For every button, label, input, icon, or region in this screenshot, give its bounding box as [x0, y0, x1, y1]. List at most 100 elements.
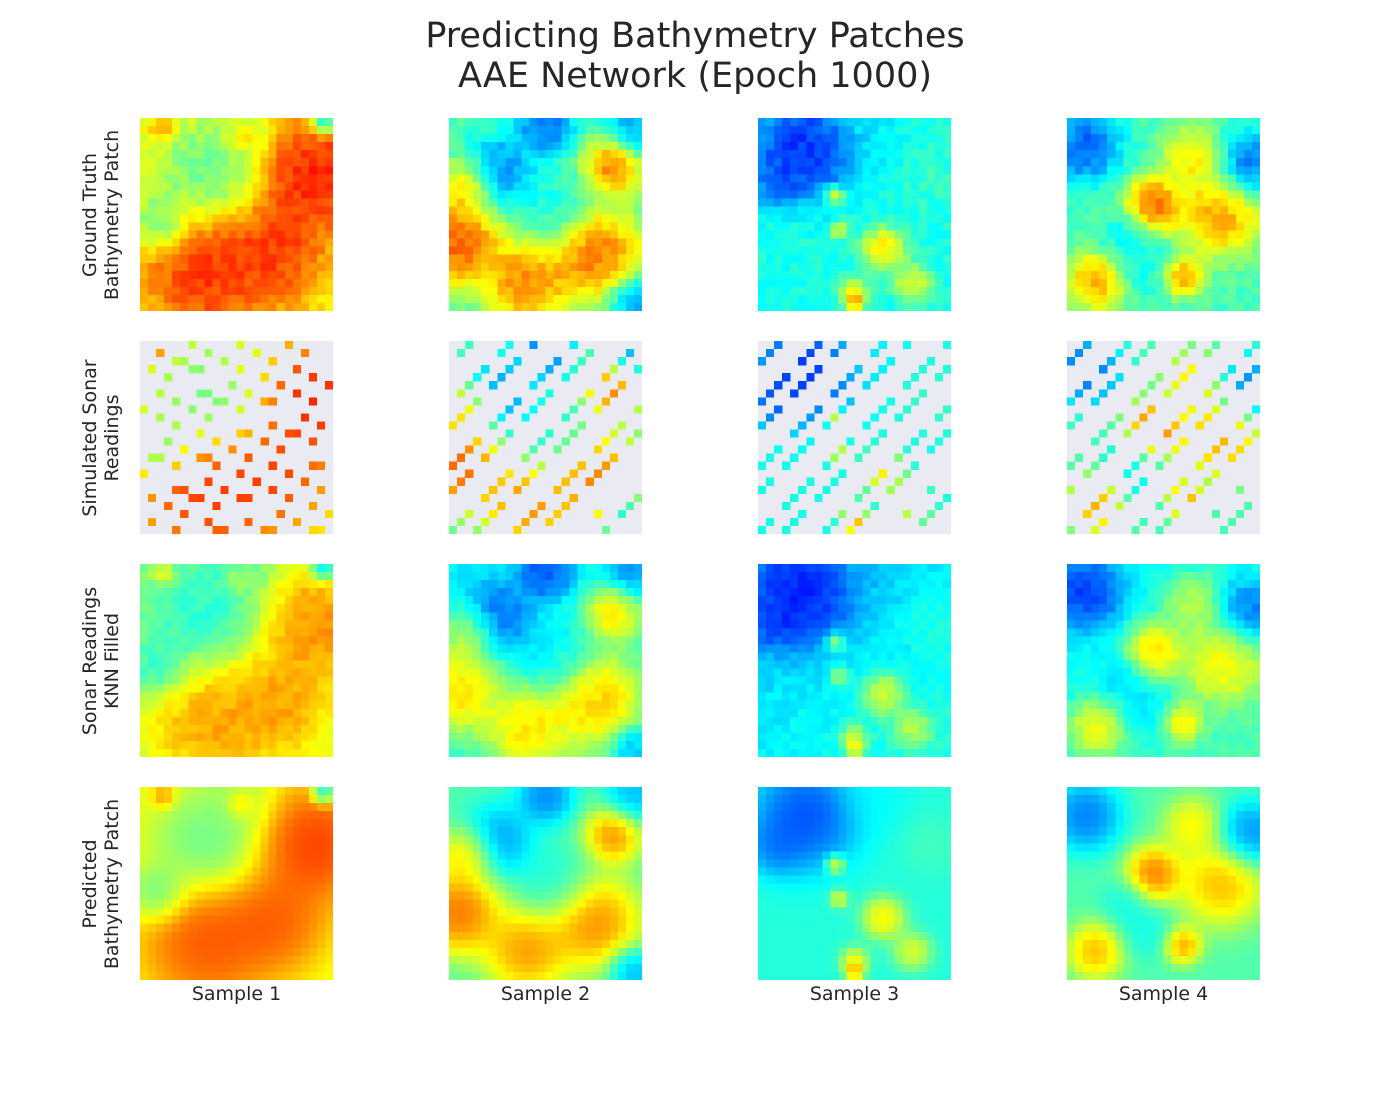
- heatmap-cell: [308, 580, 318, 589]
- heatmap-cell: [1139, 652, 1148, 661]
- heatmap-cell: [212, 126, 221, 135]
- heatmap-cell: [1251, 166, 1260, 175]
- heatmap-cell: [1099, 150, 1108, 159]
- heatmap-cell: [1195, 628, 1204, 637]
- heatmap-cell: [220, 198, 229, 207]
- heatmap-cell: [1227, 166, 1237, 175]
- heatmap-cell: [465, 270, 474, 279]
- heatmap-cell: [449, 708, 458, 717]
- heatmap-cell: [774, 700, 783, 709]
- heatmap-cell: [878, 222, 887, 231]
- heatmap-cell: [609, 572, 619, 581]
- heatmap-cell: [886, 604, 895, 613]
- heatmap-cell: [782, 676, 791, 685]
- heatmap-cell: [553, 126, 562, 135]
- heatmap-cell: [497, 190, 506, 199]
- heatmap-cell: [188, 190, 197, 199]
- heatmap-cell: [1219, 286, 1228, 296]
- heatmap-cell: [806, 349, 815, 358]
- heatmap-cell: [164, 166, 173, 175]
- heatmap-cell: [830, 278, 839, 288]
- heatmap-cell: [798, 262, 807, 271]
- heatmap-cell: [489, 644, 498, 653]
- heatmap-cell: [148, 222, 157, 231]
- heatmap-cell: [585, 254, 594, 263]
- heatmap-cell: [790, 190, 799, 199]
- heatmap-cell: [822, 684, 831, 693]
- heatmap-cell: [569, 692, 578, 701]
- heatmap-cell: [1211, 238, 1220, 247]
- heatmap-cell: [577, 286, 586, 296]
- heatmap-cell: [790, 748, 799, 757]
- heatmap-cell: [934, 286, 944, 296]
- heatmap-cell: [513, 357, 522, 366]
- heatmap-cell: [284, 740, 293, 750]
- heatmap-cell: [846, 246, 855, 255]
- heatmap-cell: [1123, 628, 1132, 637]
- heatmap-cell: [276, 262, 285, 271]
- heatmap-cell: [324, 644, 333, 653]
- heatmap-cell: [814, 166, 823, 175]
- heatmap-cell: [1251, 158, 1260, 167]
- heatmap-cell: [1091, 222, 1100, 231]
- heatmap-cell: [846, 724, 855, 734]
- heatmap-cell: [308, 270, 318, 279]
- heatmap-cell: [625, 142, 635, 151]
- heatmap-cell: [148, 198, 157, 207]
- heatmap-cell: [1171, 636, 1180, 645]
- heatmap-cell: [782, 628, 791, 637]
- heatmap-cell: [489, 302, 498, 311]
- heatmap-cell: [188, 158, 197, 167]
- heatmap-cell: [878, 668, 887, 677]
- heatmap-cell: [228, 740, 237, 750]
- heatmap-cell: [1139, 572, 1148, 581]
- heatmap-cell: [617, 684, 627, 693]
- heatmap-cell: [545, 230, 554, 239]
- heatmap-cell: [1067, 206, 1076, 215]
- heatmap-cell: [212, 270, 221, 279]
- heatmap-cell: [942, 302, 951, 311]
- heatmap-cell: [292, 732, 301, 742]
- heatmap-cell: [593, 270, 602, 279]
- heatmap-cell: [220, 254, 229, 263]
- heatmap-cell: [822, 588, 831, 597]
- heatmap-cell: [1211, 509, 1220, 519]
- heatmap-cell: [886, 270, 895, 279]
- heatmap-cell: [822, 198, 831, 207]
- heatmap-cell: [220, 708, 229, 717]
- heatmap-cell: [268, 644, 277, 653]
- heatmap-cell: [260, 198, 269, 207]
- heatmap-cell: [553, 692, 562, 701]
- heatmap-cell: [910, 612, 919, 621]
- heatmap-cell: [782, 588, 791, 597]
- heatmap-cell: [633, 222, 642, 231]
- heatmap-cell: [569, 708, 578, 717]
- heatmap-cell: [457, 389, 466, 398]
- heatmap-cell: [284, 134, 293, 143]
- heatmap-cell: [156, 748, 165, 757]
- heatmap-cell: [942, 142, 951, 151]
- heatmap-cell: [758, 525, 767, 534]
- heatmap-cell: [561, 684, 570, 693]
- heatmap-cell: [284, 684, 293, 693]
- heatmap-cell: [1251, 580, 1260, 589]
- heatmap-cell: [172, 142, 181, 151]
- heatmap-cell: [244, 206, 253, 215]
- heatmap-cell: [1115, 668, 1124, 677]
- heatmap-cell: [1115, 413, 1124, 422]
- heatmap-cell: [529, 692, 538, 701]
- heatmap-cell: [268, 142, 277, 151]
- heatmap-cell: [465, 732, 474, 742]
- heatmap-cell: [1067, 198, 1076, 207]
- heatmap-cell: [1131, 572, 1140, 581]
- heatmap-cell: [553, 254, 562, 263]
- heatmap-cell: [156, 222, 165, 231]
- heatmap-cell: [489, 612, 498, 621]
- heatmap-cell: [1187, 222, 1196, 231]
- heatmap-cell: [1187, 270, 1196, 279]
- heatmap-cell: [196, 660, 205, 669]
- heatmap-cell: [188, 341, 197, 350]
- heatmap-cell: [1187, 166, 1196, 175]
- heatmap-cell: [894, 628, 903, 637]
- heatmap-cell: [1123, 270, 1132, 279]
